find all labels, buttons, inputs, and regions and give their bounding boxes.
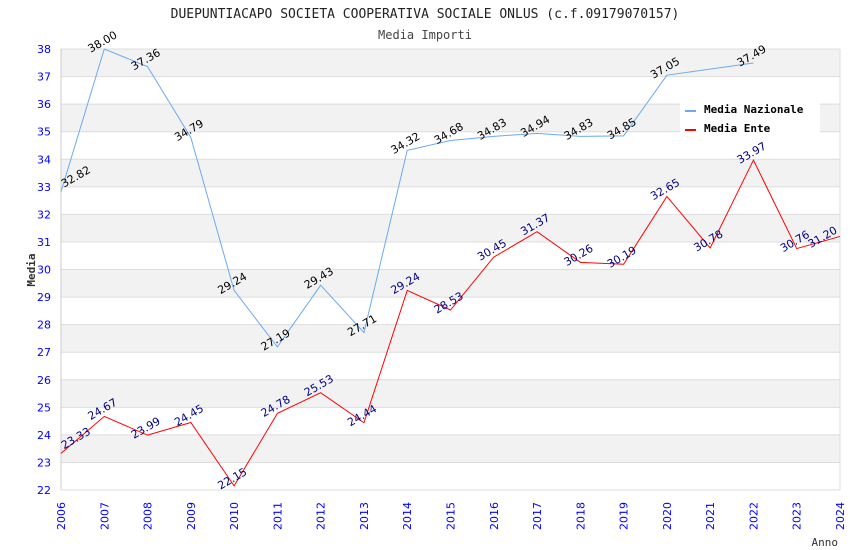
y-tick-label: 34 bbox=[37, 153, 51, 166]
chart-subtitle: Media Importi bbox=[378, 28, 472, 42]
y-tick-label: 37 bbox=[37, 71, 51, 84]
grid-band bbox=[61, 186, 840, 215]
x-tick-label: 2014 bbox=[401, 502, 414, 530]
x-tick-label: 2021 bbox=[704, 502, 717, 530]
x-axis-label: Anno bbox=[812, 536, 839, 549]
y-tick-label: 22 bbox=[37, 484, 51, 497]
x-tick-label: 2007 bbox=[98, 502, 111, 530]
x-tick-label: 2018 bbox=[574, 502, 587, 530]
grid-band bbox=[61, 407, 840, 435]
series-line-ente bbox=[60, 158, 841, 487]
grid-band bbox=[61, 159, 840, 187]
legend-label-ente: Media Ente bbox=[704, 122, 771, 135]
x-tick-label: 2006 bbox=[55, 502, 68, 530]
y-tick-label: 27 bbox=[37, 346, 51, 359]
chart-title: DUEPUNTIACAPO SOCIETA COOPERATIVA SOCIAL… bbox=[171, 7, 680, 22]
legend: Media Nazionale Media Ente bbox=[680, 98, 820, 138]
y-axis-label: Media bbox=[25, 253, 38, 286]
y-tick-label: 28 bbox=[37, 319, 51, 332]
x-tick-label: 2019 bbox=[618, 502, 631, 530]
x-tick-label: 2024 bbox=[834, 502, 847, 530]
x-tick-label: 2023 bbox=[791, 502, 804, 530]
grid-band bbox=[61, 49, 840, 77]
x-tick-label: 2010 bbox=[228, 502, 241, 530]
x-tick-label: 2011 bbox=[271, 502, 284, 530]
grid-band bbox=[61, 297, 840, 325]
grid-band bbox=[61, 324, 840, 353]
x-tick-label: 2008 bbox=[142, 502, 155, 530]
series-line-nazionale bbox=[60, 48, 754, 348]
x-tick-label: 2020 bbox=[661, 502, 674, 530]
y-tick-label: 29 bbox=[37, 291, 51, 304]
grid-band bbox=[61, 379, 840, 408]
legend-label-nazionale: Media Nazionale bbox=[704, 103, 804, 116]
y-tick-label: 32 bbox=[37, 208, 51, 221]
y-tick-label: 25 bbox=[37, 401, 51, 414]
grid-band bbox=[61, 269, 840, 298]
x-tick-label: 2009 bbox=[185, 502, 198, 530]
y-tick-label: 35 bbox=[37, 126, 51, 139]
grid-band bbox=[61, 214, 840, 242]
x-tick-label: 2017 bbox=[531, 502, 544, 530]
grid-band bbox=[61, 352, 840, 380]
y-tick-label: 24 bbox=[37, 429, 51, 442]
x-tick-label: 2015 bbox=[445, 502, 458, 530]
y-tick-label: 38 bbox=[37, 43, 51, 56]
x-tick-label: 2016 bbox=[488, 502, 501, 530]
grid-band bbox=[61, 434, 840, 463]
x-tick-label: 2013 bbox=[358, 502, 371, 530]
y-tick-label: 31 bbox=[37, 236, 51, 249]
grid-band bbox=[61, 241, 840, 270]
y-tick-label: 36 bbox=[37, 98, 51, 111]
y-tick-label: 30 bbox=[37, 264, 51, 277]
y-tick-label: 26 bbox=[37, 374, 51, 387]
grid-band bbox=[61, 462, 840, 490]
y-tick-label: 33 bbox=[37, 181, 51, 194]
x-tick-label: 2012 bbox=[315, 502, 328, 530]
y-tick-label: 23 bbox=[37, 456, 51, 469]
x-tick-label: 2022 bbox=[747, 502, 760, 530]
